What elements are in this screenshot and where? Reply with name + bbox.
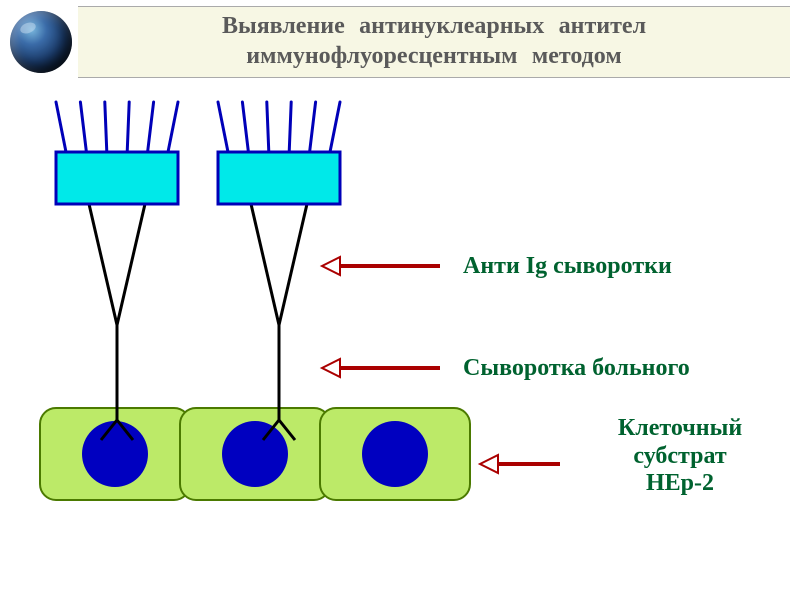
title-line-2: иммунофлуоресцентным методом	[246, 43, 621, 69]
label-substrate: Клеточный субстрат HEp-2	[580, 415, 780, 498]
label-anti-ig: Анти Ig сыворотки	[463, 253, 672, 281]
title-line-1: Выявление антинуклеарных антител	[222, 13, 646, 39]
label-serum: Сыворотка больного	[463, 355, 690, 383]
globe-icon	[10, 11, 72, 73]
slide-title: Выявление антинуклеарных антител иммуноф…	[78, 6, 790, 78]
diagram-svg	[0, 90, 800, 600]
diagram-stage: Анти Ig сыворотки Сыворотка больного Кле…	[0, 90, 800, 600]
